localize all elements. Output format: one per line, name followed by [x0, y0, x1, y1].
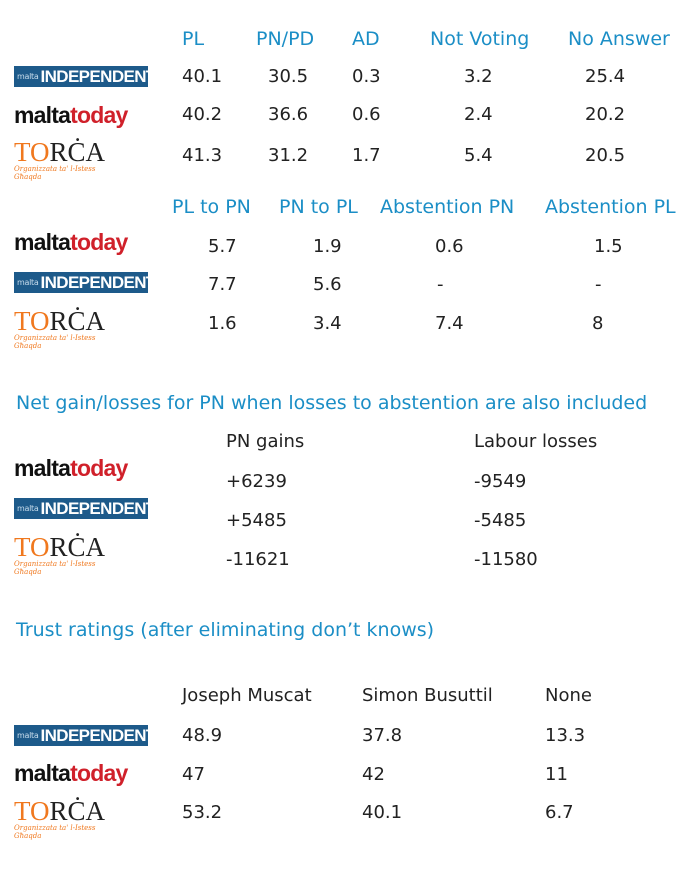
logo-text-a: malta: [14, 102, 71, 128]
malta-independent-logo: malta INDEPENDENT: [14, 66, 156, 87]
section-title-net-gain: Net gain/losses for PN when losses to ab…: [16, 392, 648, 414]
table-cell: 8: [592, 313, 604, 334]
logo-text-rca: RĊA: [49, 532, 106, 562]
maltatoday-logo: maltatoday: [14, 102, 128, 128]
maltatoday-logo: maltatoday: [14, 229, 128, 255]
logo-text-b: today: [70, 455, 128, 481]
table-cell: 20.2: [585, 104, 626, 125]
table-cell: +5485: [226, 510, 287, 531]
table-cell: 6.7: [545, 802, 574, 823]
torca-logo: TORĊA Organizzata ta' l-Istess Għaqda: [14, 532, 124, 576]
table-cell: 40.2: [182, 104, 223, 125]
table-cell: 7.4: [435, 313, 464, 334]
malta-independent-logo: malta INDEPENDENT: [14, 725, 156, 746]
header-joseph-muscat: Joseph Muscat: [182, 685, 312, 706]
table-cell: 30.5: [268, 66, 309, 87]
table-cell: 42: [362, 764, 385, 785]
table-cell: 1.6: [208, 313, 237, 334]
table-cell: 31.2: [268, 145, 309, 166]
logo-text-to: TO: [14, 796, 50, 826]
table-cell: 47: [182, 764, 205, 785]
malta-independent-logo: malta INDEPENDENT: [14, 498, 156, 519]
header-ad: AD: [352, 28, 380, 50]
table-cell: -9549: [474, 471, 527, 492]
table-cell: 0.3: [352, 66, 381, 87]
logo-text-a: malta: [14, 760, 71, 786]
logo-text-big: INDEPENDENT: [40, 725, 156, 745]
header-abstention-pl: Abstention PL: [545, 196, 676, 218]
table-cell: 53.2: [182, 802, 223, 823]
header-labour-losses: Labour losses: [474, 431, 598, 452]
logo-text-b: today: [70, 760, 128, 786]
logo-tagline: Organizzata ta' l-Istess Għaqda: [14, 560, 96, 576]
torca-logo: TORĊA Organizzata ta' l-Istess Għaqda: [14, 796, 124, 840]
logo-text-rca: RĊA: [49, 796, 106, 826]
torca-logo: TORĊA Organizzata ta' l-Istess Għaqda: [14, 306, 124, 350]
logo-text-a: malta: [14, 229, 71, 255]
logo-text-b: today: [70, 102, 128, 128]
logo-text-small: malta: [17, 504, 39, 513]
header-not-voting: Not Voting: [430, 28, 530, 50]
logo-text-big: INDEPENDENT: [40, 272, 156, 292]
logo-text-to: TO: [14, 306, 50, 336]
table-cell: 20.5: [585, 145, 626, 166]
logo-text-rca: RĊA: [49, 306, 106, 336]
table-cell: 41.3: [182, 145, 223, 166]
table-cell: 1.5: [594, 236, 623, 257]
table-cell: -: [437, 274, 444, 295]
table-cell: 2.4: [464, 104, 493, 125]
table-cell: 25.4: [585, 66, 626, 87]
logo-text-a: malta: [14, 455, 71, 481]
header-pn-pd: PN/PD: [256, 28, 315, 50]
table-cell: +6239: [226, 471, 287, 492]
table-cell: 13.3: [545, 725, 586, 746]
header-simon-busuttil: Simon Busuttil: [362, 685, 493, 706]
table-cell: -11621: [226, 549, 290, 570]
logo-text-small: malta: [17, 731, 39, 740]
table-cell: 3.2: [464, 66, 493, 87]
logo-text-to: TO: [14, 532, 50, 562]
maltatoday-logo: maltatoday: [14, 455, 128, 481]
table-cell: 1.7: [352, 145, 381, 166]
torca-logo: TORĊA Organizzata ta' l-Istess Għaqda: [14, 137, 124, 181]
header-pn-to-pl: PN to PL: [279, 196, 358, 218]
header-pl: PL: [182, 28, 205, 50]
table-cell: 0.6: [352, 104, 381, 125]
header-none: None: [545, 685, 592, 706]
section-title-trust-ratings: Trust ratings (after eliminating don’t k…: [16, 619, 435, 641]
table-cell: 11: [545, 764, 568, 785]
table-cell: 5.7: [208, 236, 237, 257]
table-cell: -5485: [474, 510, 527, 531]
logo-tagline: Organizzata ta' l-Istess Għaqda: [14, 824, 96, 840]
table-cell: 40.1: [182, 66, 223, 87]
table-cell: 3.4: [313, 313, 342, 334]
maltatoday-logo: maltatoday: [14, 760, 128, 786]
logo-tagline: Organizzata ta' l-Istess Għaqda: [14, 334, 96, 350]
header-no-answer: No Answer: [568, 28, 670, 50]
header-pl-to-pn: PL to PN: [172, 196, 251, 218]
table-cell: 40.1: [362, 802, 403, 823]
logo-tagline: Organizzata ta' l-Istess Għaqda: [14, 165, 96, 181]
logo-text-small: malta: [17, 72, 39, 81]
malta-independent-logo: malta INDEPENDENT: [14, 272, 156, 293]
table-cell: 5.6: [313, 274, 342, 295]
header-pn-gains: PN gains: [226, 431, 305, 452]
table-cell: 1.9: [313, 236, 342, 257]
table-cell: -11580: [474, 549, 538, 570]
logo-text-b: today: [70, 229, 128, 255]
header-abstention-pn: Abstention PN: [380, 196, 515, 218]
table-cell: -: [595, 274, 602, 295]
table-cell: 36.6: [268, 104, 309, 125]
logo-text-small: malta: [17, 278, 39, 287]
logo-text-to: TO: [14, 137, 50, 167]
logo-text-rca: RĊA: [49, 137, 106, 167]
table-cell: 5.4: [464, 145, 493, 166]
table-cell: 48.9: [182, 725, 223, 746]
table-cell: 0.6: [435, 236, 464, 257]
logo-text-big: INDEPENDENT: [40, 66, 156, 86]
table-cell: 37.8: [362, 725, 403, 746]
logo-text-big: INDEPENDENT: [40, 498, 156, 518]
table-cell: 7.7: [208, 274, 237, 295]
